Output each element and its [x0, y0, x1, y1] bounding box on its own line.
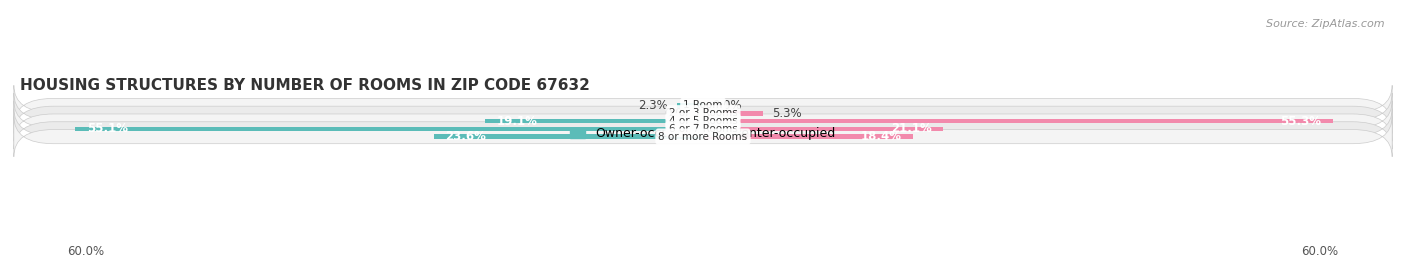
Bar — [703, 134, 912, 139]
FancyBboxPatch shape — [14, 116, 1392, 157]
FancyBboxPatch shape — [14, 101, 1392, 141]
Text: 5.3%: 5.3% — [772, 107, 801, 120]
Text: 60.0%: 60.0% — [67, 245, 104, 258]
Text: 60.0%: 60.0% — [1302, 245, 1339, 258]
Bar — [76, 127, 703, 131]
FancyBboxPatch shape — [14, 85, 1392, 126]
Text: HOUSING STRUCTURES BY NUMBER OF ROOMS IN ZIP CODE 67632: HOUSING STRUCTURES BY NUMBER OF ROOMS IN… — [20, 79, 589, 93]
Text: 19.1%: 19.1% — [496, 115, 537, 128]
Text: 1 Room: 1 Room — [683, 101, 723, 111]
Text: 55.1%: 55.1% — [87, 122, 128, 135]
Text: 55.3%: 55.3% — [1281, 115, 1322, 128]
Legend: Owner-occupied, Renter-occupied: Owner-occupied, Renter-occupied — [565, 122, 841, 145]
Text: 6 or 7 Rooms: 6 or 7 Rooms — [669, 124, 737, 134]
Text: 8 or more Rooms: 8 or more Rooms — [658, 132, 748, 141]
Bar — [703, 111, 763, 115]
FancyBboxPatch shape — [14, 109, 1392, 149]
Text: 0.0%: 0.0% — [711, 99, 742, 112]
Text: 21.1%: 21.1% — [891, 122, 932, 135]
Text: 4 or 5 Rooms: 4 or 5 Rooms — [669, 116, 737, 126]
Text: 0.0%: 0.0% — [664, 107, 695, 120]
Bar — [703, 127, 943, 131]
Text: 2 or 3 Rooms: 2 or 3 Rooms — [669, 108, 737, 118]
Bar — [703, 119, 1333, 123]
FancyBboxPatch shape — [14, 93, 1392, 133]
Text: 18.4%: 18.4% — [860, 130, 901, 143]
Bar — [485, 119, 703, 123]
Text: 23.6%: 23.6% — [446, 130, 486, 143]
Bar — [434, 134, 703, 139]
Text: Source: ZipAtlas.com: Source: ZipAtlas.com — [1267, 19, 1385, 29]
Bar — [676, 103, 703, 108]
Text: 2.3%: 2.3% — [638, 99, 668, 112]
